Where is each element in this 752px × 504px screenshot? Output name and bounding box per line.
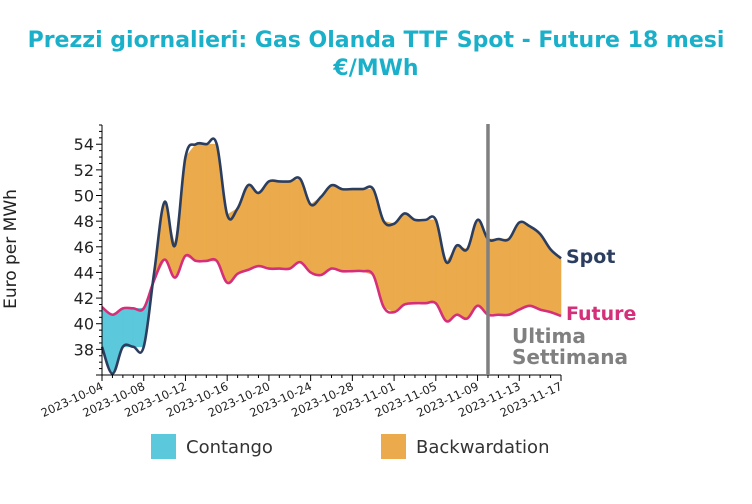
y-axis-label: Euro per MWh: [1, 189, 21, 309]
legend-label-contango: Contango: [186, 437, 273, 458]
fill-backwardation-segment: [289, 178, 301, 270]
fill-backwardation-segment: [310, 196, 322, 276]
marker-label-line2: Settimana: [512, 345, 628, 369]
y-tick-label: 46: [74, 238, 94, 257]
series-line-spot: [100, 137, 562, 376]
series-lines: [100, 137, 562, 376]
fill-backwardation-segment: [247, 184, 259, 271]
series-end-labels: Spot Future: [566, 246, 636, 325]
fill-backwardation-segment: [206, 143, 218, 262]
fill-backwardation-segment: [195, 143, 207, 262]
fill-backwardation-segment: [341, 188, 353, 272]
fill-backwardation-segment: [185, 143, 197, 262]
marker-label-line1: Ultima: [512, 324, 586, 348]
fill-backwardation-segment: [279, 181, 291, 269]
fill-backwardation-segment: [518, 222, 531, 311]
spread-fill-areas: [101, 143, 562, 374]
legend-label-backwardation: Backwardation: [416, 437, 549, 458]
fill-backwardation-segment: [362, 188, 374, 276]
fill-backwardation-segment: [404, 212, 416, 305]
series-label-spot: Spot: [566, 246, 615, 268]
chart-title-line2: €/MWh: [332, 56, 418, 81]
fill-backwardation-segment: [393, 212, 405, 313]
legend-swatch-contango: [151, 434, 176, 459]
fill-backwardation-segment: [425, 219, 437, 304]
series-line-future: [101, 253, 562, 323]
y-tick-label: 44: [74, 263, 94, 282]
y-tick-label: 42: [74, 289, 94, 308]
fill-contango-segment: [132, 308, 145, 348]
fill-backwardation-segment: [331, 184, 343, 272]
series-label-future: Future: [566, 303, 636, 325]
fill-backwardation-segment: [414, 219, 426, 304]
fill-backwardation-segment: [258, 180, 270, 269]
fill-backwardation-segment: [352, 188, 364, 272]
fill-backwardation-segment: [456, 245, 468, 320]
y-tick-label: 52: [74, 161, 94, 180]
legend-swatch-backwardation: [381, 434, 406, 459]
y-tick-label: 50: [74, 187, 94, 206]
y-tick-label: 54: [74, 135, 94, 154]
fill-backwardation-segment: [498, 238, 510, 316]
y-tick-label: 48: [74, 212, 94, 231]
fill-backwardation-segment: [320, 184, 332, 276]
fill-backwardation-segment: [383, 220, 395, 313]
fill-backwardation-segment: [268, 181, 280, 269]
chart-title-line1: Prezzi giornalieri: Gas Olanda TTF Spot …: [28, 28, 725, 53]
y-tick-label: 40: [74, 315, 94, 334]
fill-backwardation-segment: [529, 225, 541, 311]
fill-contango-segment: [122, 308, 134, 348]
fill-legend: Contango Backwardation: [151, 434, 549, 459]
fill-backwardation-segment: [550, 248, 562, 317]
y-tick-label: 38: [74, 340, 94, 359]
